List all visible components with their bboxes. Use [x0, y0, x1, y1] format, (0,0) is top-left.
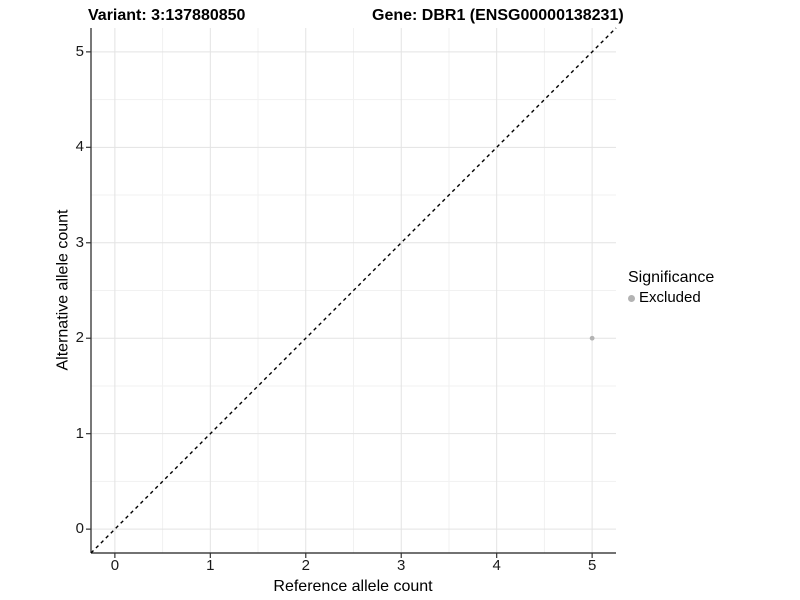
x-axis-title: Reference allele count	[273, 578, 433, 595]
y-tick-label: 5	[75, 42, 84, 60]
y-tick-label: 4	[75, 138, 84, 156]
legend-title: Significance	[628, 269, 715, 286]
x-tick-label: 5	[587, 557, 597, 574]
legend: Significance Excluded	[628, 268, 714, 307]
x-tick-label: 0	[110, 557, 120, 574]
data-points	[589, 335, 595, 341]
y-tick-label: 3	[75, 233, 84, 251]
x-tick-label: 3	[397, 557, 406, 574]
y-tick-label: 2	[75, 329, 84, 347]
x-tick-label: 4	[492, 557, 501, 574]
data-point	[589, 335, 595, 341]
identity-reference-line	[90, 27, 617, 554]
x-tick-label: 2	[301, 557, 310, 574]
legend-item-label: Excluded	[639, 289, 701, 306]
legend-key-dot-icon	[628, 294, 635, 302]
y-tick-label: 1	[75, 424, 84, 442]
gridlines-major	[91, 28, 616, 553]
y-tick-label: 0	[75, 520, 84, 538]
x-tick-label: 1	[206, 557, 215, 574]
gridlines-minor	[91, 28, 616, 553]
legend-item-excluded: Excluded	[628, 289, 714, 307]
axis-lines	[90, 28, 616, 554]
plot-title-gene: Gene: DBR1 (ENSG00000138231)	[372, 7, 624, 24]
axis-tick-marks	[86, 51, 593, 558]
y-axis-title: Alternative allele count	[54, 209, 72, 371]
plot-title-variant: Variant: 3:137880850	[88, 7, 246, 24]
